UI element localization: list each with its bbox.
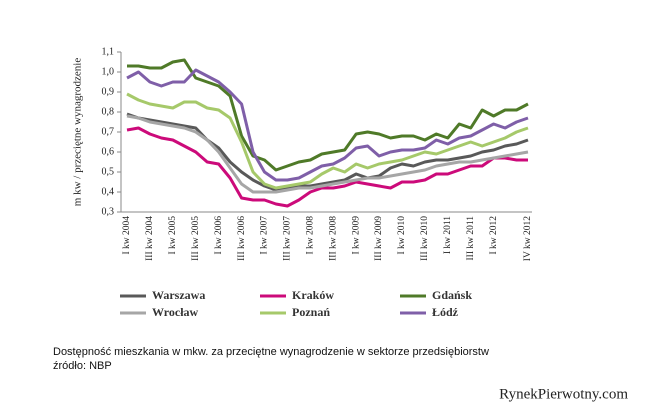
x-tick-label: I kw 2012 — [489, 216, 499, 255]
x-tick-label: III kw 2006 — [237, 216, 247, 261]
series-line — [126, 92, 529, 190]
x-tick-label: III kw 2009 — [374, 216, 384, 261]
y-tick-label: 0,6 — [102, 146, 115, 157]
y-tick-label: 0,3 — [102, 206, 115, 217]
x-tick-label: I kw 2007 — [260, 216, 270, 255]
y-tick-label: 1,0 — [102, 66, 115, 77]
y-axis-label: m kw / przeciętne wynagrodzenie — [72, 58, 84, 207]
y-tick-label: 0,4 — [102, 186, 115, 197]
series-line — [126, 126, 528, 208]
x-tick-label: III kw 2004 — [145, 216, 155, 261]
legend-label: Łódź — [432, 305, 459, 319]
series-line — [126, 114, 529, 194]
legend-label: Gdańsk — [432, 288, 472, 302]
x-tick-label: IV kw 2012 — [523, 216, 533, 261]
x-tick-label: III kw 2010 — [420, 216, 430, 261]
y-tick-label: 0,5 — [102, 166, 115, 177]
y-tick-label: 0,8 — [102, 106, 115, 117]
x-tick-label: III kw 2008 — [328, 216, 338, 261]
x-tick-label: I kw 2006 — [214, 216, 224, 255]
y-tick-label: 0,9 — [102, 86, 115, 97]
x-tick-label: III kw 2011 — [466, 216, 476, 261]
y-tick-label: 1,1 — [102, 46, 115, 57]
caption: Dostępność mieszkania w mkw. za przecięt… — [53, 346, 489, 358]
series-line — [126, 68, 529, 182]
x-tick-label: I kw 2008 — [306, 216, 316, 255]
series-line — [126, 112, 529, 192]
x-tick-label: I kw 2010 — [397, 216, 407, 255]
y-tick-label: 0,7 — [102, 126, 115, 137]
caption-source: źródło: NBP — [53, 360, 112, 372]
watermark: RynekPierwotny.com — [499, 386, 628, 402]
series-line — [127, 58, 529, 172]
x-tick-label: I kw 2004 — [122, 216, 132, 255]
x-tick-label: I kw 2005 — [168, 216, 178, 255]
x-tick-label: I kw 2011 — [443, 216, 453, 254]
legend-label: Warszawa — [152, 288, 205, 302]
legend-label: Kraków — [292, 288, 334, 302]
x-tick-label: III kw 2007 — [283, 216, 293, 261]
x-tick-label: I kw 2009 — [351, 216, 361, 255]
legend-label: Poznań — [292, 305, 330, 319]
legend-label: Wrocław — [152, 305, 199, 319]
x-tick-label: III kw 2005 — [191, 216, 201, 261]
